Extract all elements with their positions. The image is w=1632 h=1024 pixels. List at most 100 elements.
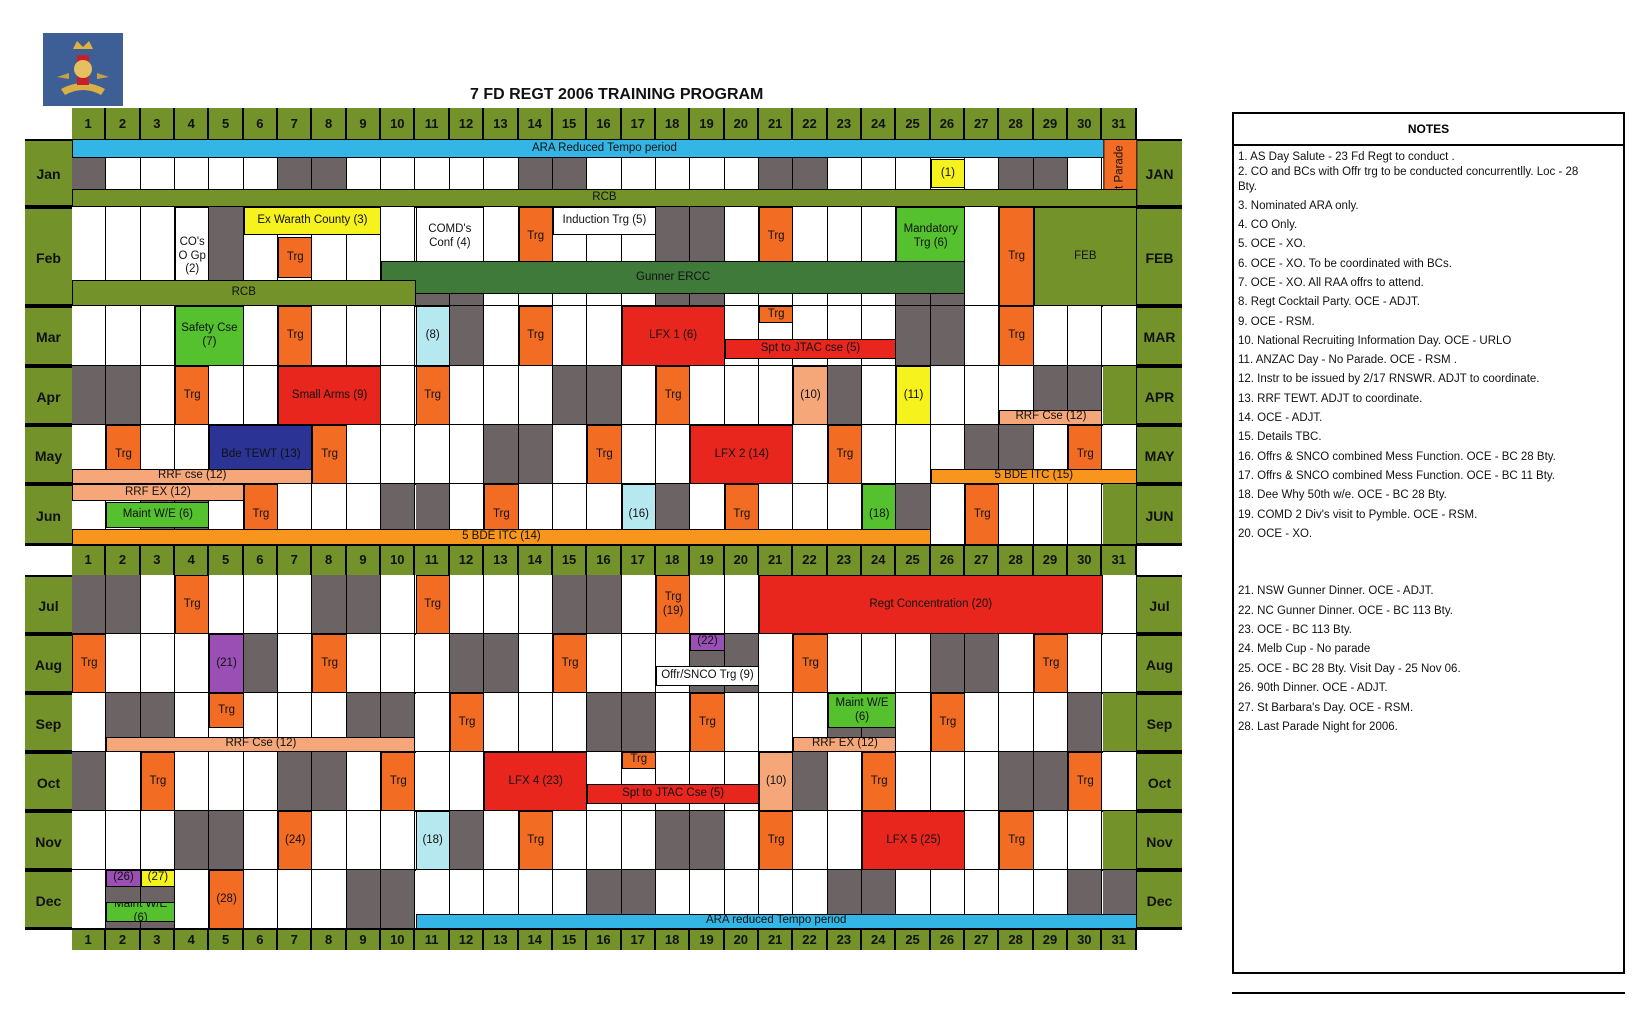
calendar-event[interactable]: (8) <box>415 306 450 366</box>
day-cell[interactable] <box>587 575 622 634</box>
day-cell[interactable] <box>655 811 691 870</box>
day-cell[interactable] <box>381 306 416 366</box>
calendar-event[interactable]: Trg <box>140 752 176 811</box>
calendar-event[interactable]: Ex Warath County (3) <box>243 207 382 235</box>
day-cell[interactable] <box>1068 693 1103 752</box>
calendar-event[interactable]: (28) <box>209 870 244 929</box>
day-cell[interactable] <box>449 575 485 634</box>
day-cell[interactable] <box>243 634 279 693</box>
day-cell[interactable] <box>1102 484 1137 545</box>
calendar-event[interactable]: RRF EX (12) <box>72 484 244 502</box>
day-cell[interactable] <box>587 811 622 870</box>
day-cell[interactable] <box>621 634 656 693</box>
day-cell[interactable] <box>175 752 210 811</box>
day-cell[interactable] <box>106 752 141 811</box>
day-cell[interactable] <box>690 811 725 870</box>
day-cell[interactable] <box>484 366 519 425</box>
day-cell[interactable] <box>999 752 1034 811</box>
day-cell[interactable] <box>106 811 141 870</box>
day-cell[interactable] <box>518 366 553 425</box>
day-cell[interactable] <box>793 425 828 484</box>
day-cell[interactable] <box>140 366 176 425</box>
day-cell[interactable] <box>621 575 656 634</box>
day-cell[interactable] <box>1102 811 1137 870</box>
day-cell[interactable] <box>346 811 382 870</box>
calendar-event[interactable]: RRF Cse (12) <box>999 409 1103 425</box>
day-cell[interactable] <box>724 575 759 634</box>
day-cell[interactable] <box>72 366 107 425</box>
day-cell[interactable] <box>896 425 931 484</box>
day-cell[interactable] <box>1068 811 1103 870</box>
day-cell[interactable] <box>175 870 210 929</box>
day-cell[interactable] <box>312 575 347 634</box>
calendar-event[interactable]: Trg <box>930 693 966 752</box>
day-cell[interactable] <box>724 811 759 870</box>
calendar-event[interactable]: Trg <box>312 634 347 693</box>
day-cell[interactable] <box>896 693 931 752</box>
day-cell[interactable] <box>1102 366 1137 425</box>
calendar-event[interactable]: Maint W/E (6) <box>827 693 897 729</box>
calendar-event[interactable]: (22) <box>690 634 725 651</box>
day-cell[interactable] <box>552 425 588 484</box>
day-cell[interactable] <box>621 425 656 484</box>
day-cell[interactable] <box>381 870 416 929</box>
day-cell[interactable] <box>484 693 519 752</box>
day-cell[interactable] <box>449 752 485 811</box>
day-cell[interactable] <box>827 811 863 870</box>
day-cell[interactable] <box>449 366 485 425</box>
calendar-event[interactable]: Mandatory Trg (6) <box>896 207 966 267</box>
calendar-event[interactable]: Trg <box>278 236 313 279</box>
calendar-event[interactable]: Trg <box>175 366 210 425</box>
day-cell[interactable] <box>965 752 1000 811</box>
calendar-event[interactable]: Trg <box>415 366 450 425</box>
day-cell[interactable] <box>793 752 828 811</box>
calendar-event[interactable]: 5 BDE ITC (15) <box>930 468 1137 484</box>
day-cell[interactable] <box>587 306 622 366</box>
calendar-event[interactable]: Trg <box>518 811 553 870</box>
calendar-event[interactable]: Trg <box>415 575 450 634</box>
calendar-event[interactable]: Trg <box>1033 634 1069 693</box>
day-cell[interactable] <box>209 752 244 811</box>
day-cell[interactable] <box>175 634 210 693</box>
calendar-event[interactable]: Trg <box>999 207 1034 306</box>
day-cell[interactable] <box>930 366 966 425</box>
day-cell[interactable] <box>449 634 485 693</box>
calendar-event[interactable]: Trg <box>621 752 656 769</box>
day-cell[interactable] <box>587 693 622 752</box>
day-cell[interactable] <box>965 366 1000 425</box>
calendar-event[interactable]: (1) <box>930 159 966 188</box>
calendar-event[interactable]: Trg (19) <box>655 575 691 634</box>
day-cell[interactable] <box>759 366 794 425</box>
calendar-event[interactable]: Trg <box>965 484 1000 545</box>
calendar-event[interactable]: Regt Concentration (20) <box>759 575 1103 634</box>
calendar-event[interactable]: Trg <box>72 634 107 693</box>
day-cell[interactable] <box>72 752 107 811</box>
calendar-event[interactable]: Maint W/E (6) <box>106 502 210 528</box>
day-cell[interactable] <box>827 634 863 693</box>
day-cell[interactable] <box>552 811 588 870</box>
day-cell[interactable] <box>1033 484 1069 545</box>
calendar-event[interactable]: Spt to JTAC Cse (5) <box>587 784 759 804</box>
day-cell[interactable] <box>896 752 931 811</box>
day-cell[interactable] <box>346 752 382 811</box>
day-cell[interactable] <box>724 366 759 425</box>
calendar-event[interactable]: Trg <box>381 752 416 811</box>
day-cell[interactable] <box>518 575 553 634</box>
day-cell[interactable] <box>346 306 382 366</box>
day-cell[interactable] <box>484 306 519 366</box>
day-cell[interactable] <box>690 366 725 425</box>
day-cell[interactable] <box>243 306 279 366</box>
day-cell[interactable] <box>312 752 347 811</box>
calendar-event[interactable]: LFX 5 (25) <box>862 811 966 870</box>
day-cell[interactable] <box>449 425 485 484</box>
calendar-event[interactable]: 5 BDE ITC (14) <box>72 529 931 545</box>
day-cell[interactable] <box>106 306 141 366</box>
day-cell[interactable] <box>1068 484 1103 545</box>
day-cell[interactable] <box>415 425 450 484</box>
calendar-event[interactable]: Maint W/E (6) <box>106 902 176 922</box>
day-cell[interactable] <box>415 693 450 752</box>
calendar-event[interactable]: Trg <box>175 575 210 634</box>
calendar-event[interactable]: Trg <box>690 693 725 752</box>
calendar-event[interactable]: Trg <box>312 425 347 484</box>
day-cell[interactable] <box>1102 306 1137 366</box>
